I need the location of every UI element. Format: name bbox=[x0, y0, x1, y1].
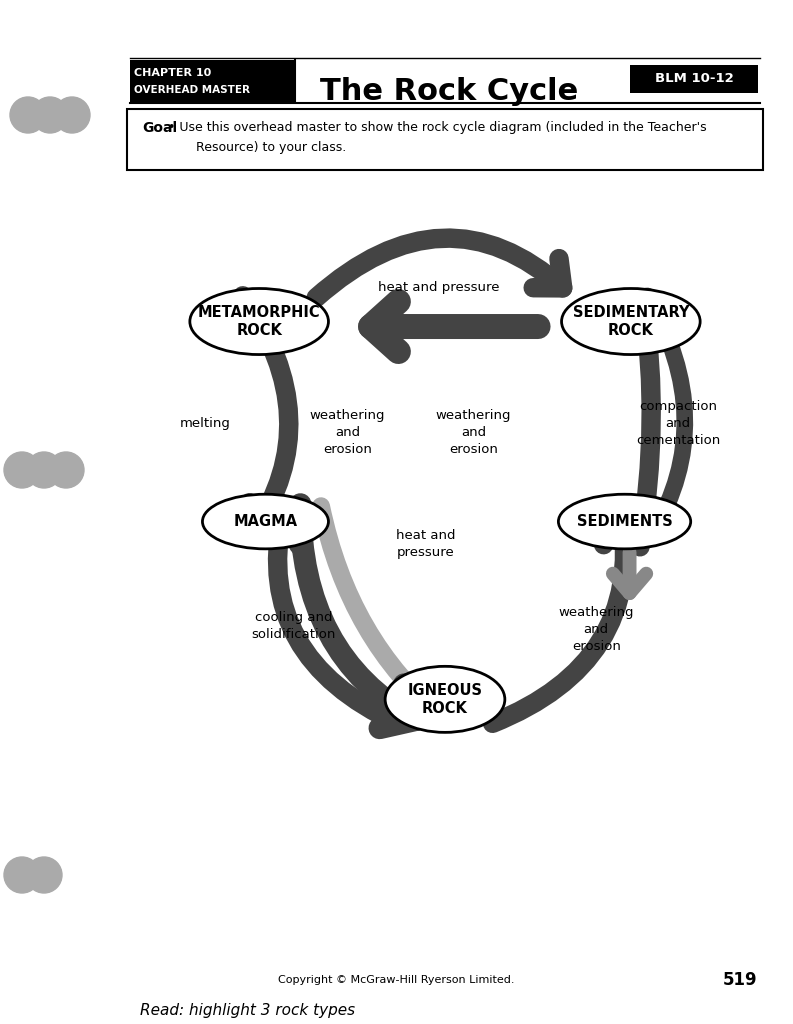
FancyArrowPatch shape bbox=[370, 301, 538, 351]
Ellipse shape bbox=[190, 289, 328, 354]
Text: • Use this overhead master to show the rock cycle diagram (included in the Teach: • Use this overhead master to show the r… bbox=[168, 122, 707, 134]
Text: MAGMA: MAGMA bbox=[233, 514, 297, 529]
Text: Copyright © McGraw-Hill Ryerson Limited.: Copyright © McGraw-Hill Ryerson Limited. bbox=[278, 975, 515, 985]
Circle shape bbox=[26, 452, 62, 488]
FancyBboxPatch shape bbox=[130, 60, 295, 102]
Text: METAMORPHIC
ROCK: METAMORPHIC ROCK bbox=[197, 305, 320, 338]
Ellipse shape bbox=[385, 667, 505, 732]
FancyArrowPatch shape bbox=[255, 517, 397, 723]
Text: weathering
and
erosion: weathering and erosion bbox=[309, 410, 385, 456]
FancyArrowPatch shape bbox=[243, 296, 289, 532]
Text: OVERHEAD MASTER: OVERHEAD MASTER bbox=[134, 85, 250, 95]
Circle shape bbox=[4, 452, 40, 488]
Text: BLM 10-12: BLM 10-12 bbox=[655, 73, 734, 85]
Text: heat and pressure: heat and pressure bbox=[378, 282, 500, 294]
FancyArrowPatch shape bbox=[321, 506, 444, 719]
Text: CHAPTER 10: CHAPTER 10 bbox=[134, 68, 211, 78]
FancyArrowPatch shape bbox=[301, 505, 416, 728]
Text: Resource) to your class.: Resource) to your class. bbox=[196, 141, 347, 155]
FancyArrowPatch shape bbox=[647, 296, 685, 534]
Text: Goal: Goal bbox=[142, 121, 177, 135]
FancyArrowPatch shape bbox=[627, 307, 666, 547]
FancyArrowPatch shape bbox=[613, 552, 646, 593]
Text: Read: highlight 3 rock types: Read: highlight 3 rock types bbox=[140, 1002, 355, 1018]
FancyArrowPatch shape bbox=[492, 517, 648, 723]
Circle shape bbox=[54, 97, 90, 133]
Ellipse shape bbox=[202, 495, 328, 549]
Circle shape bbox=[4, 857, 40, 893]
Text: 519: 519 bbox=[722, 971, 757, 989]
Circle shape bbox=[10, 97, 46, 133]
Text: weathering
and
erosion: weathering and erosion bbox=[558, 606, 634, 653]
Text: SEDIMENTARY
ROCK: SEDIMENTARY ROCK bbox=[573, 305, 689, 338]
Ellipse shape bbox=[558, 495, 691, 549]
FancyBboxPatch shape bbox=[127, 109, 763, 170]
FancyBboxPatch shape bbox=[630, 65, 758, 93]
Text: melting: melting bbox=[180, 417, 231, 430]
Text: The Rock Cycle: The Rock Cycle bbox=[320, 77, 578, 105]
Text: weathering
and
erosion: weathering and erosion bbox=[435, 410, 511, 456]
Text: cooling and
solidification: cooling and solidification bbox=[251, 611, 336, 641]
Circle shape bbox=[26, 857, 62, 893]
Ellipse shape bbox=[561, 289, 700, 354]
Circle shape bbox=[32, 97, 68, 133]
Circle shape bbox=[48, 452, 84, 488]
Text: compaction
and
cementation: compaction and cementation bbox=[636, 399, 720, 446]
Text: SEDIMENTS: SEDIMENTS bbox=[577, 514, 672, 529]
FancyArrowPatch shape bbox=[316, 239, 563, 298]
Text: heat and
pressure: heat and pressure bbox=[396, 528, 456, 559]
Text: IGNEOUS
ROCK: IGNEOUS ROCK bbox=[408, 683, 482, 716]
